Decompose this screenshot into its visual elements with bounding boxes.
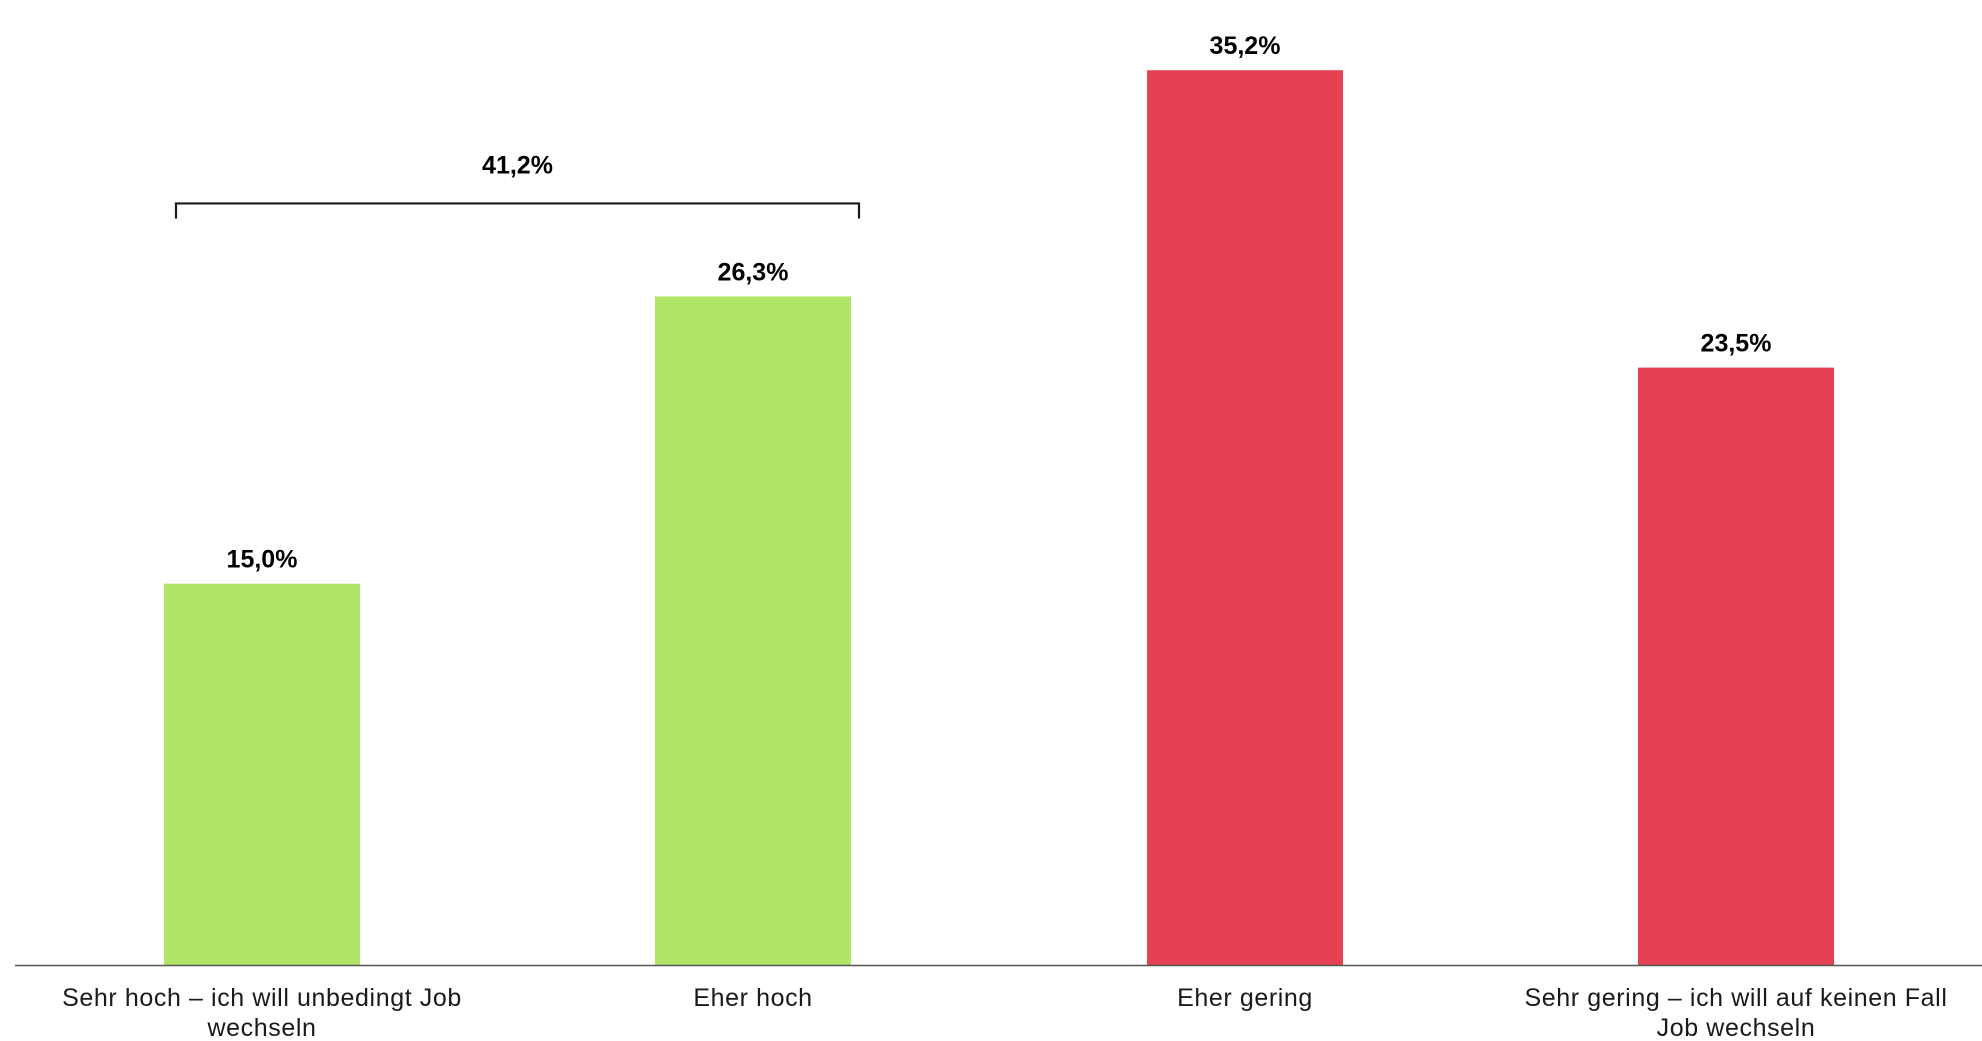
bar-value-label-4: 23,5%: [1701, 330, 1772, 358]
category-label-line: wechseln: [206, 1014, 316, 1041]
bars-layer: [164, 70, 1834, 966]
category-label-2: Eher hoch: [693, 984, 812, 1012]
group-brackets-layer: 41,2%58,8%: [174, 151, 861, 219]
category-label-1: Sehr hoch – ich will unbedingt Job wechse…: [62, 984, 462, 1041]
category-label-line: Eher hoch: [693, 984, 812, 1012]
category-label-4: Sehr gering – ich will auf keinen Fall Jo…: [1524, 984, 1947, 1041]
category-labels-layer: Sehr hoch – ich will unbedingt Job wechse…: [62, 984, 1947, 1041]
bar-value-label-1: 15,0%: [227, 546, 298, 574]
category-label-line: Eher gering: [1177, 984, 1313, 1012]
bar-value-label-3: 35,2%: [1210, 32, 1281, 60]
bar-4: [1638, 367, 1834, 965]
bar-2: [655, 296, 851, 966]
value-labels-layer: 15,0% 26,3% 35,2% 23,5%: [227, 32, 1772, 573]
bar-1: [164, 583, 360, 965]
category-label-line: Job wechseln: [1657, 1014, 1816, 1041]
category-label-3: Eher gering: [1177, 984, 1313, 1012]
bar-value-label-2: 26,3%: [718, 258, 789, 286]
group-bracket-1: [174, 202, 861, 219]
category-label-line: Sehr hoch – ich will unbedingt Job: [62, 984, 462, 1012]
group-total-label-1: 41,2%: [482, 151, 553, 179]
bar-3: [1147, 70, 1343, 965]
category-label-line: Sehr gering – ich will auf keinen Fall: [1524, 984, 1947, 1012]
